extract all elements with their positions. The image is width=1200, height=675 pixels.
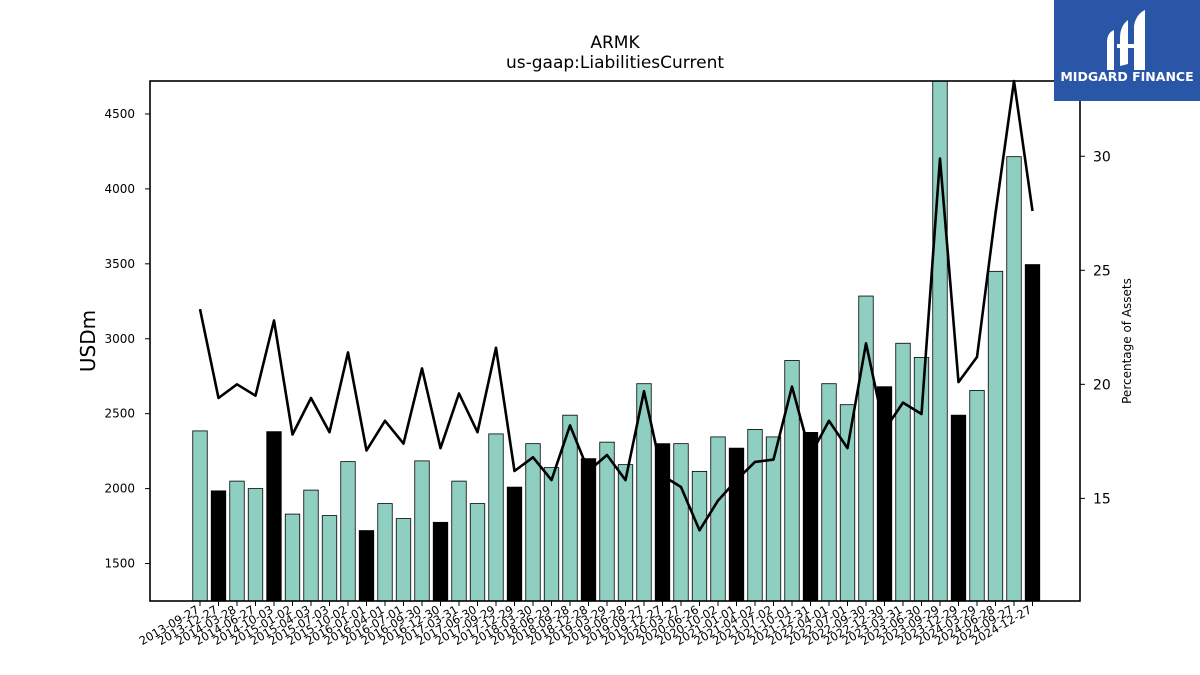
bar xyxy=(858,295,874,602)
bar xyxy=(303,489,319,602)
bar xyxy=(1024,264,1041,602)
bar xyxy=(247,488,264,602)
bar xyxy=(950,414,967,602)
bar xyxy=(654,443,671,602)
bar-group xyxy=(192,80,1041,602)
y2-tick-label: 20 xyxy=(1093,377,1111,393)
bar xyxy=(839,404,856,602)
bar xyxy=(414,460,430,602)
bar xyxy=(821,383,837,602)
bar xyxy=(469,503,486,602)
bar xyxy=(673,443,689,602)
bar xyxy=(340,461,356,602)
y2-axis-label: Percentage of Assets xyxy=(1120,278,1134,404)
x-axis: 2013-09-272013-12-272014-03-282014-06-27… xyxy=(137,601,1034,648)
y-tick-label: 3500 xyxy=(104,257,135,271)
bar xyxy=(895,342,911,602)
bar xyxy=(802,432,819,602)
bar xyxy=(432,521,449,602)
y2-tick-label: 30 xyxy=(1093,149,1111,165)
y-tick-label: 2000 xyxy=(104,482,135,496)
y-tick-label: 4000 xyxy=(104,182,135,196)
bar xyxy=(192,430,208,602)
bar xyxy=(691,470,708,602)
bar xyxy=(266,431,282,602)
y-tick-label: 2500 xyxy=(104,407,135,421)
bar xyxy=(229,480,245,602)
right-axis: 15 20 25 30 xyxy=(1080,149,1111,507)
bar xyxy=(617,464,634,602)
bar xyxy=(876,386,893,602)
bar xyxy=(599,441,615,602)
left-axis: 1500 2000 2500 3000 3500 4000 4500 xyxy=(104,107,150,571)
bar xyxy=(284,513,301,602)
y2-tick-label: 25 xyxy=(1093,263,1111,279)
chart-title: ARMK xyxy=(590,33,640,53)
line-group xyxy=(198,79,1034,532)
bar xyxy=(377,503,393,602)
bar xyxy=(969,390,985,602)
bar xyxy=(506,486,523,602)
bar xyxy=(747,429,763,602)
y-tick-label: 4500 xyxy=(104,107,135,121)
y2-tick-label: 15 xyxy=(1093,491,1111,507)
bar xyxy=(728,447,745,602)
bar xyxy=(913,357,930,602)
bar xyxy=(1006,156,1022,602)
bar xyxy=(488,433,504,602)
bar xyxy=(543,467,560,602)
chart-subtitle: us-gaap:LiabilitiesCurrent xyxy=(506,53,724,73)
bar xyxy=(210,490,227,602)
logo-text: MIDGARD FINANCE xyxy=(1060,69,1193,84)
plot-frame xyxy=(149,80,1081,602)
logo: MIDGARD FINANCE xyxy=(1054,0,1200,101)
bar xyxy=(987,270,1004,602)
y-axis-label: USDm xyxy=(76,310,100,372)
logo-mark-icon xyxy=(1107,10,1145,70)
series-line xyxy=(198,79,1034,532)
bar xyxy=(784,360,800,602)
bar xyxy=(525,443,541,602)
y-tick-label: 3000 xyxy=(104,332,135,346)
bar xyxy=(358,530,375,602)
bar xyxy=(395,518,412,602)
bar xyxy=(710,436,726,602)
bar xyxy=(451,480,467,602)
bar xyxy=(321,515,338,602)
y-tick-label: 1500 xyxy=(104,557,135,571)
bar xyxy=(580,458,597,602)
